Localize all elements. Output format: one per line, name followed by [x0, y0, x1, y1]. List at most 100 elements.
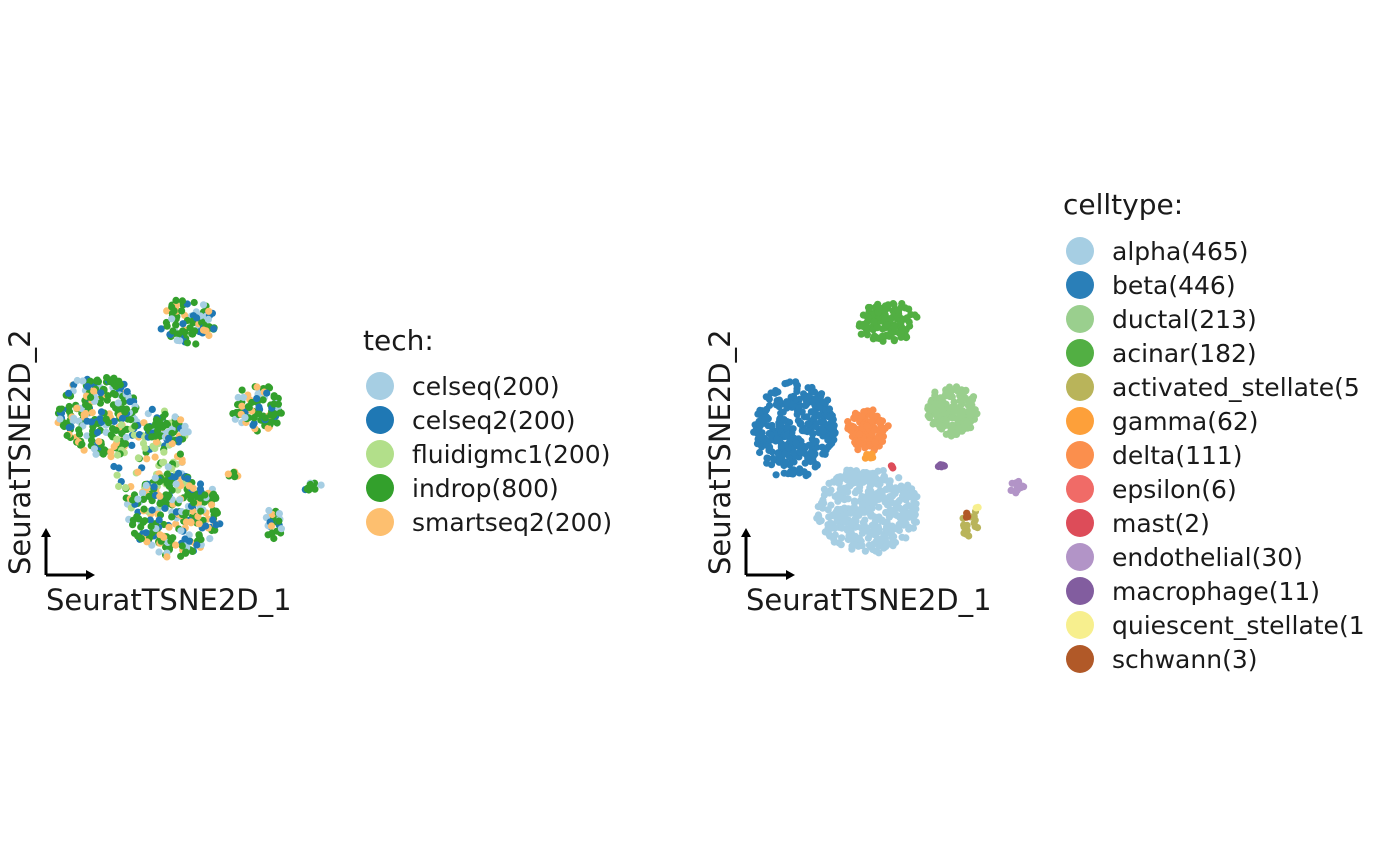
- legend-key: [1066, 509, 1094, 537]
- scatter-point: [73, 376, 81, 385]
- scatter-point: [826, 424, 835, 432]
- scatter-point: [85, 403, 93, 411]
- scatter-point: [890, 300, 898, 308]
- scatter-point: [802, 401, 810, 409]
- scatter-point: [155, 516, 163, 524]
- scatter-point: [181, 422, 189, 430]
- scatter-point: [869, 406, 877, 414]
- scatter-point: [828, 439, 836, 447]
- legend-label: indrop(800): [412, 474, 559, 503]
- scatter-point: [948, 414, 956, 422]
- scatter-point: [199, 301, 208, 309]
- scatter-point: [177, 416, 185, 424]
- scatter-point: [184, 490, 192, 499]
- scatter-point: [205, 307, 213, 315]
- scatter-point: [882, 543, 890, 551]
- scatter-point: [786, 378, 794, 386]
- scatter-point: [874, 480, 882, 488]
- scatter-point: [163, 553, 171, 561]
- scatter-point: [774, 388, 782, 396]
- legend-key: [1066, 611, 1094, 639]
- scatter-point: [95, 437, 103, 446]
- celltype-panel: SeuratTSNE2D_1 SeuratTSNE2D_2 celltype: …: [703, 188, 1365, 674]
- scatter-point: [904, 481, 912, 489]
- scatter-point: [840, 484, 848, 492]
- scatter-point: [138, 489, 147, 497]
- legend-key: [366, 406, 394, 434]
- scatter-point: [231, 473, 239, 481]
- scatter-point: [234, 393, 242, 402]
- scatter-point: [903, 314, 911, 322]
- scatter-point: [107, 376, 115, 384]
- scatter-point: [765, 395, 773, 403]
- scatter-point: [932, 412, 941, 420]
- tech-legend: celseq(200) celseq2(200) fluidigmc1(200) in…: [366, 372, 612, 537]
- scatter-point: [192, 340, 200, 348]
- scatter-point: [172, 321, 180, 329]
- scatter-point: [796, 448, 804, 456]
- scatter-point: [248, 398, 256, 407]
- legend-label: ductal(213): [1112, 305, 1257, 334]
- scatter-point: [114, 399, 122, 407]
- scatter-point: [848, 535, 856, 543]
- scatter-point: [872, 531, 880, 539]
- scatter-point: [878, 332, 887, 340]
- scatter-point: [151, 474, 159, 482]
- scatter-point: [241, 414, 249, 422]
- scatter-point: [793, 387, 801, 395]
- scatter-point: [826, 413, 834, 421]
- scatter-point: [866, 479, 874, 487]
- scatter-point: [809, 408, 818, 416]
- scatter-point: [270, 411, 278, 419]
- scatter-point: [898, 533, 906, 541]
- scatter-point: [131, 422, 139, 430]
- scatter-point: [865, 452, 873, 460]
- scatter-point: [846, 509, 854, 517]
- scatter-point: [782, 431, 790, 440]
- scatter-point: [59, 421, 67, 430]
- scatter-point: [825, 405, 834, 413]
- scatter-point: [860, 476, 868, 484]
- scatter-point: [825, 489, 834, 497]
- scatter-point: [265, 506, 273, 515]
- scatter-point: [211, 493, 220, 501]
- legend-title: celltype:: [1063, 188, 1183, 221]
- scatter-point: [151, 453, 159, 461]
- scatter-point: [197, 507, 205, 515]
- legend-key: [1066, 543, 1094, 571]
- scatter-point: [122, 433, 130, 442]
- scatter-point: [120, 398, 128, 406]
- scatter-point: [160, 533, 168, 541]
- scatter-point: [152, 438, 161, 446]
- scatter-point: [317, 481, 325, 489]
- scatter-point: [841, 518, 850, 526]
- scatter-point: [164, 463, 172, 471]
- scatter-point: [100, 446, 108, 454]
- scatter-point: [263, 389, 271, 397]
- scatter-point: [819, 427, 827, 435]
- scatter-point: [864, 491, 872, 499]
- scatter-point: [117, 421, 125, 429]
- scatter-point: [773, 435, 781, 443]
- scatter-point: [875, 549, 883, 557]
- scatter-point: [275, 517, 283, 525]
- scatter-point: [209, 516, 217, 524]
- scatter-point: [772, 401, 780, 409]
- scatter-point: [763, 454, 771, 462]
- scatter-point: [961, 528, 969, 536]
- celltype-scatter-points: [750, 300, 1028, 557]
- scatter-point: [107, 431, 115, 439]
- scatter-point: [811, 422, 819, 430]
- scatter-point: [250, 414, 258, 422]
- scatter-point: [196, 480, 205, 488]
- scatter-point: [858, 500, 867, 509]
- scatter-point: [168, 513, 176, 521]
- scatter-point: [930, 418, 938, 426]
- scatter-point: [818, 443, 826, 451]
- scatter-point: [110, 417, 118, 425]
- scatter-point: [171, 413, 179, 421]
- scatter-point: [765, 401, 774, 410]
- scatter-point: [1008, 479, 1016, 487]
- scatter-point: [261, 414, 269, 422]
- scatter-point: [835, 479, 843, 487]
